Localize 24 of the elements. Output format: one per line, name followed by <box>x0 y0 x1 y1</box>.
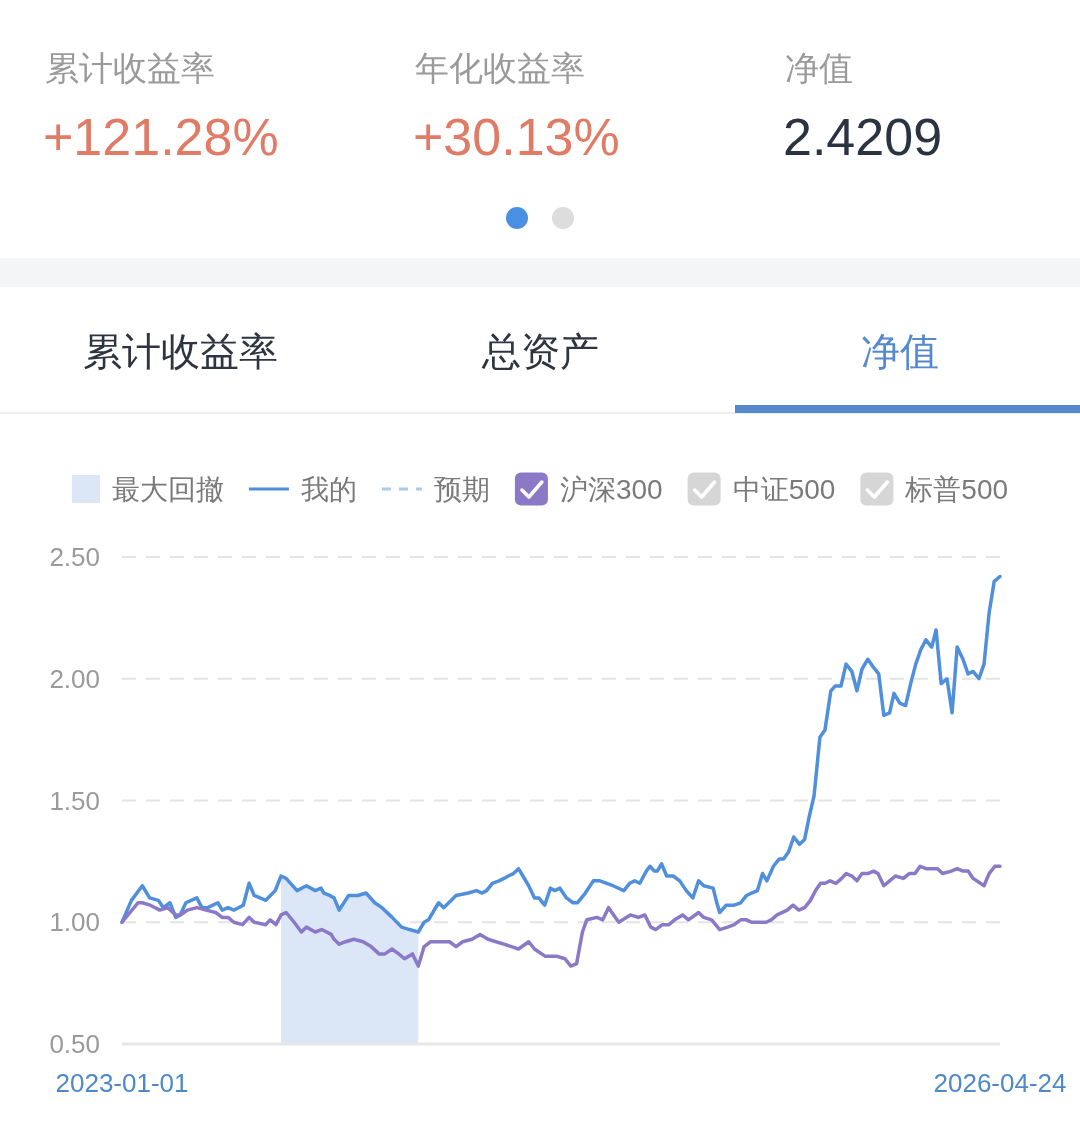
y-tick-label: 1.50 <box>49 785 100 816</box>
legend-label: 沪深300 <box>559 474 663 505</box>
line-series <box>120 574 1002 934</box>
x-tick-label: 2026-04-24 <box>933 1068 1067 1098</box>
legend-label: 最大回撤 <box>111 474 224 505</box>
x-tick-label: 2023-01-01 <box>55 1068 189 1098</box>
y-tick-label: 2.00 <box>49 663 100 694</box>
text: 累计收益率 <box>45 49 215 87</box>
line-series <box>120 864 1002 968</box>
text: +121.28% <box>43 108 279 166</box>
y-tick-label: 0.50 <box>49 1029 100 1059</box>
legend-label: 预期 <box>433 474 490 505</box>
text: +30.13% <box>413 108 620 166</box>
text: 累计收益率 <box>82 330 278 373</box>
text: 净值 <box>785 49 853 87</box>
legend-label: 中证500 <box>732 474 836 505</box>
text: 净值 <box>861 330 939 373</box>
y-tick-label: 1.00 <box>49 907 100 938</box>
text: 2.4209 <box>783 108 943 166</box>
text: 总资产 <box>480 330 599 373</box>
y-tick-label: 2.50 <box>49 542 100 572</box>
legend-label: 标普500 <box>904 474 1009 505</box>
legend-label: 我的 <box>300 474 357 505</box>
text: 年化收益率 <box>415 49 585 87</box>
